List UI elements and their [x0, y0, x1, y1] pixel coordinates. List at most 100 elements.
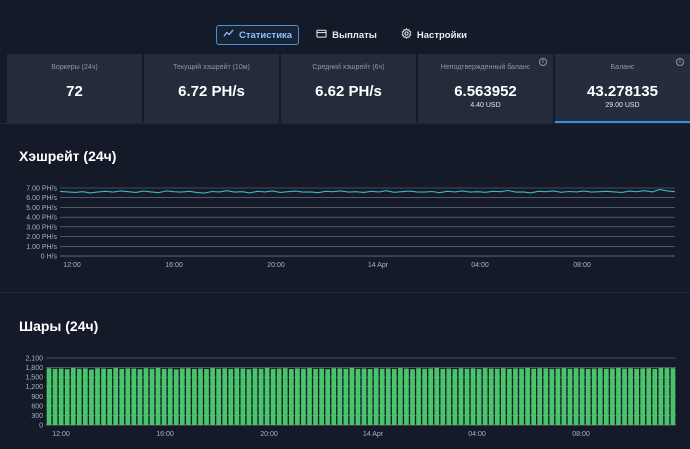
- shares-bar: [573, 368, 579, 425]
- tab-statistics-label: Статистика: [238, 29, 293, 41]
- current-hashrate-value: 6.72 PH/s: [178, 83, 245, 100]
- shares-bar: [549, 368, 555, 425]
- shares-bar: [276, 368, 282, 425]
- shares-bar: [373, 368, 379, 425]
- shares-bar: [307, 368, 312, 425]
- shares-bar: [204, 369, 209, 425]
- shares-bar: [622, 368, 627, 425]
- chart-line-icon: [223, 28, 234, 42]
- shares-bar: [313, 368, 318, 425]
- shares-bar: [379, 368, 385, 425]
- tab-settings-label: Настройки: [416, 29, 468, 41]
- shares-bar: [658, 367, 664, 425]
- shares-bar: [83, 368, 88, 425]
- shares-bar: [64, 369, 70, 425]
- shares-bar: [476, 368, 482, 425]
- x-tick-label: 16:00: [156, 431, 174, 438]
- info-icon[interactable]: i: [676, 58, 684, 66]
- shares-bar: [119, 368, 125, 425]
- stat-cards: Воркеры (24ч) 72 Текущий хэшрейт (10м) 6…: [7, 54, 690, 123]
- workers-value: 72: [66, 83, 83, 100]
- shares-bar: [246, 369, 252, 425]
- shares-bar: [125, 368, 131, 425]
- unconfirmed-balance-card: i Неподтвержденный баланс 6.563952 4.40 …: [418, 54, 553, 123]
- shares-bar: [228, 368, 234, 425]
- y-tick-label: 5.00 PH/s: [26, 205, 57, 212]
- shares-bar: [210, 368, 215, 425]
- shares-bar: [216, 368, 221, 425]
- shares-bar: [58, 368, 64, 425]
- shares-bar: [355, 368, 361, 425]
- shares-bar: [513, 368, 518, 425]
- shares-bar: [519, 368, 524, 425]
- shares-bar: [428, 368, 434, 425]
- shares-bar: [500, 368, 506, 425]
- shares-bar: [288, 369, 294, 425]
- shares-bar: [610, 368, 615, 425]
- y-tick-label: 0: [39, 423, 43, 430]
- shares-bar: [179, 368, 185, 425]
- x-tick-label: 14 Apr: [363, 431, 384, 438]
- shares-bar: [531, 368, 536, 425]
- workers-card: Воркеры (24ч) 72: [7, 54, 142, 123]
- y-tick-label: 7.00 PH/s: [26, 186, 57, 193]
- shares-bar: [46, 368, 52, 425]
- shares-bar: [398, 368, 403, 425]
- shares-bar: [494, 368, 500, 425]
- y-tick-label: 1.00 PH/s: [26, 244, 57, 251]
- shares-bar: [143, 368, 149, 425]
- shares-bar: [446, 368, 452, 425]
- average-hashrate-value: 6.62 PH/s: [315, 83, 382, 100]
- x-tick-label: 08:00: [573, 262, 591, 269]
- shares-bar: [537, 368, 543, 425]
- shares-bar: [95, 368, 100, 425]
- shares-bar: [434, 367, 440, 425]
- shares-bar: [295, 368, 300, 425]
- shares-bar: [319, 368, 324, 425]
- shares-bar: [70, 367, 76, 425]
- tab-payouts[interactable]: Выплаты: [309, 25, 384, 45]
- wallet-icon: [316, 28, 327, 42]
- x-tick-label: 12:00: [52, 431, 70, 438]
- current-hashrate-label: Текущий хэшрейт (10м): [173, 64, 250, 71]
- balance-label: Баланс: [610, 64, 635, 71]
- shares-bar: [198, 368, 203, 425]
- shares-bar: [234, 368, 240, 425]
- balance-value: 43.278135: [587, 83, 658, 100]
- tab-statistics[interactable]: Статистика: [215, 25, 300, 45]
- shares-bar: [646, 368, 652, 425]
- shares-bar: [76, 368, 82, 425]
- shares-bar: [616, 367, 621, 425]
- y-tick-label: 1,200: [25, 384, 43, 391]
- balance-card[interactable]: i Баланс 43.278135 29.00 USD: [555, 54, 690, 123]
- shares-title: Шары (24ч): [19, 318, 99, 334]
- y-tick-label: 900: [31, 394, 43, 401]
- shares-bar: [325, 369, 331, 425]
- shares-bar: [422, 368, 427, 425]
- x-tick-label: 12:00: [63, 262, 81, 269]
- shares-bar: [591, 368, 597, 425]
- tab-settings[interactable]: Настройки: [394, 25, 474, 45]
- shares-bar: [555, 368, 561, 425]
- y-tick-label: 4.00 PH/s: [26, 215, 57, 222]
- shares-bar: [367, 369, 373, 425]
- shares-bar: [561, 368, 567, 425]
- y-tick-label: 3.00 PH/s: [26, 224, 57, 231]
- y-tick-label: 300: [31, 413, 43, 420]
- shares-bar: [101, 368, 106, 425]
- shares-bar: [640, 368, 646, 425]
- shares-bar: [173, 369, 179, 425]
- shares-bar: [525, 367, 530, 425]
- shares-bar: [670, 368, 676, 425]
- shares-bar: [458, 368, 464, 425]
- x-tick-label: 20:00: [267, 262, 285, 269]
- shares-bar: [603, 368, 609, 425]
- info-icon[interactable]: i: [539, 58, 547, 66]
- y-tick-label: 2.00 PH/s: [26, 234, 57, 241]
- shares-bar: [349, 367, 355, 425]
- top-nav: Статистика Выплаты Настройки: [0, 25, 690, 45]
- unconfirmed-balance-value: 6.563952: [454, 83, 517, 100]
- x-tick-label: 16:00: [165, 262, 183, 269]
- shares-bar: [452, 369, 458, 425]
- shares-bar: [131, 368, 137, 425]
